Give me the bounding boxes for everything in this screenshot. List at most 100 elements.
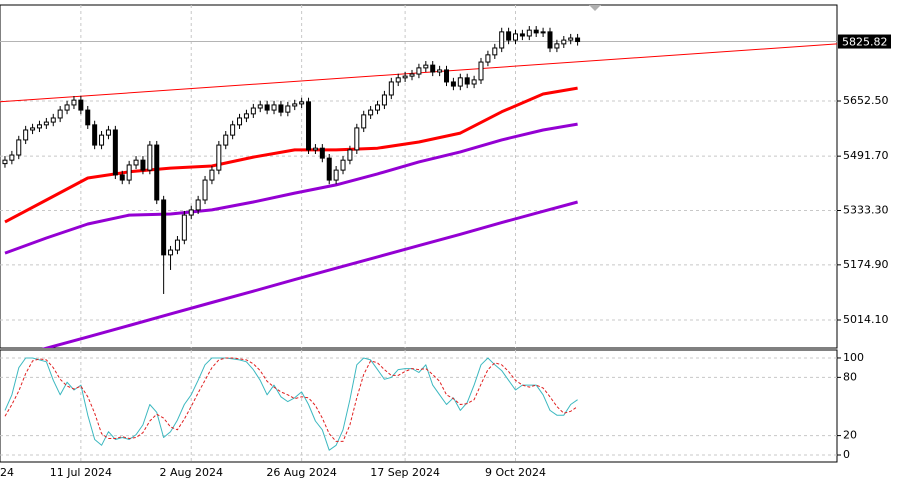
candle-body bbox=[292, 103, 298, 107]
candle-body bbox=[250, 107, 256, 115]
candle-body bbox=[140, 159, 146, 171]
candle-body bbox=[395, 77, 401, 83]
y-tick-label: 100 bbox=[843, 351, 864, 364]
candle-body bbox=[375, 104, 381, 111]
candle-body bbox=[340, 159, 346, 171]
candle-body bbox=[457, 77, 463, 87]
candle-body bbox=[533, 29, 539, 34]
candle-body bbox=[264, 104, 270, 111]
oscillator-line bbox=[4, 357, 578, 442]
candle-body bbox=[485, 54, 491, 63]
candle-body bbox=[444, 69, 450, 83]
candle-body bbox=[430, 64, 436, 73]
price-label-box bbox=[838, 34, 891, 49]
candle-body bbox=[161, 199, 167, 256]
candle-body bbox=[519, 33, 525, 37]
candle-body bbox=[271, 104, 277, 111]
candle-body bbox=[230, 124, 236, 136]
candle-body bbox=[540, 31, 546, 34]
candle-body bbox=[2, 159, 8, 165]
candle-body bbox=[99, 134, 105, 146]
candle-body bbox=[381, 94, 387, 106]
candle-body bbox=[333, 169, 339, 181]
candle-body bbox=[568, 37, 574, 41]
candle-body bbox=[464, 77, 470, 85]
candle-body bbox=[547, 31, 553, 49]
oscillator-line bbox=[4, 357, 578, 451]
candle-body bbox=[36, 124, 42, 129]
y-tick-label: 5333.30 bbox=[843, 203, 889, 216]
candle-body bbox=[16, 139, 22, 156]
candle-body bbox=[202, 179, 208, 201]
candle-body bbox=[209, 169, 215, 181]
candle-body bbox=[499, 31, 505, 49]
candle-body bbox=[554, 43, 560, 49]
moving-average bbox=[4, 122, 578, 255]
candle-body bbox=[423, 64, 429, 69]
candle-body bbox=[299, 101, 305, 105]
candle-body bbox=[30, 127, 36, 131]
candle-body bbox=[43, 121, 49, 126]
candle-body bbox=[285, 105, 291, 113]
candle-body bbox=[388, 81, 394, 96]
oscillator-frame bbox=[0, 349, 838, 463]
oscillator-plot bbox=[0, 350, 837, 462]
candle-body bbox=[9, 154, 15, 161]
y-tick-label: 80 bbox=[843, 370, 857, 383]
main-plot bbox=[0, 5, 837, 348]
x-tick-label: 2 Aug 2024 bbox=[160, 466, 223, 479]
candle-body bbox=[561, 39, 567, 45]
candle-body bbox=[409, 73, 415, 77]
candle-body bbox=[174, 239, 180, 251]
x-tick-label: 11 Jul 2024 bbox=[50, 466, 112, 479]
candle-body bbox=[181, 214, 187, 241]
y-tick-label: 5174.90 bbox=[843, 258, 889, 271]
x-tick-label: 9 Oct 2024 bbox=[485, 466, 546, 479]
candle-body bbox=[526, 29, 532, 37]
x-tick-label: 24 bbox=[0, 466, 14, 479]
candle-body bbox=[361, 114, 367, 129]
candle-body bbox=[223, 134, 229, 146]
price-label: 5825.82 bbox=[842, 36, 888, 49]
candle-body bbox=[105, 129, 111, 136]
candle-body bbox=[278, 104, 284, 113]
candle-body bbox=[478, 61, 484, 81]
candle-body bbox=[133, 159, 139, 166]
x-tick-label: 26 Aug 2024 bbox=[266, 466, 336, 479]
candle-body bbox=[575, 37, 581, 43]
candle-body bbox=[506, 31, 512, 41]
candle-body bbox=[78, 99, 84, 111]
candle-body bbox=[57, 109, 63, 119]
y-tick-label: 5491.70 bbox=[843, 149, 889, 162]
candle-body bbox=[471, 79, 477, 85]
candle-body bbox=[243, 113, 249, 119]
candle-body bbox=[416, 67, 422, 75]
candle-body bbox=[168, 249, 174, 256]
candle-body bbox=[312, 147, 318, 151]
candle-body bbox=[195, 199, 201, 211]
candle-body bbox=[64, 104, 70, 111]
candle-body bbox=[492, 47, 498, 56]
candle-body bbox=[237, 117, 243, 126]
x-tick-label: 17 Sep 2024 bbox=[370, 466, 440, 479]
moving-average bbox=[4, 86, 578, 224]
candle-body bbox=[85, 109, 91, 126]
candle-body bbox=[368, 109, 374, 116]
y-tick-label: 0 bbox=[843, 448, 850, 461]
candle-body bbox=[513, 33, 519, 41]
candle-body bbox=[437, 69, 443, 73]
y-tick-label: 5652.50 bbox=[843, 94, 889, 107]
candle-body bbox=[306, 101, 312, 151]
candle-body bbox=[71, 99, 77, 106]
y-tick-label: 20 bbox=[843, 429, 857, 442]
candle-body bbox=[354, 127, 360, 151]
y-tick-label: 5014.10 bbox=[843, 313, 889, 326]
candle-body bbox=[112, 129, 118, 176]
candle-body bbox=[257, 104, 263, 109]
axes: 5652.50 5491.70 5333.30 5174.90 5014.10 100 80… bbox=[0, 34, 891, 479]
candle-body bbox=[216, 144, 222, 171]
candle-body bbox=[450, 81, 456, 87]
candle-body bbox=[119, 174, 125, 181]
